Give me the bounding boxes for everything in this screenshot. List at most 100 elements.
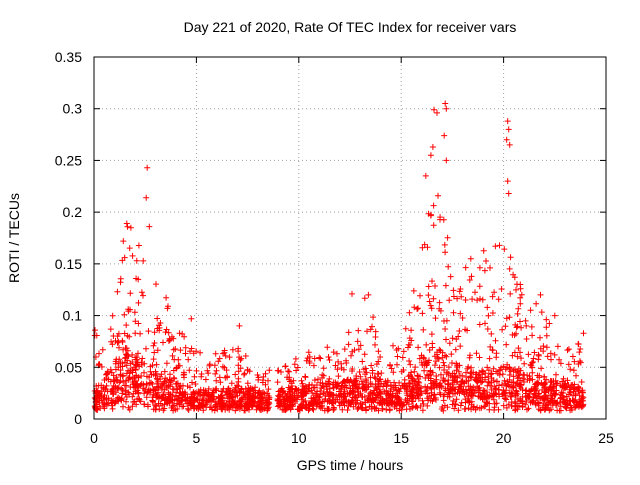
data-point [186, 367, 193, 374]
data-point [505, 126, 512, 133]
data-point [535, 351, 542, 358]
data-point [487, 343, 494, 350]
data-point [552, 377, 559, 384]
data-point [320, 365, 327, 372]
data-point [476, 405, 483, 412]
data-point [325, 354, 332, 360]
data-point [498, 364, 505, 371]
data-point [546, 407, 553, 414]
data-point [163, 360, 170, 367]
data-point [161, 386, 168, 393]
data-point [164, 305, 171, 312]
data-point [517, 294, 524, 301]
data-point [158, 395, 165, 402]
data-point [343, 384, 350, 391]
data-point [280, 387, 287, 394]
data-point [516, 374, 522, 381]
data-point [170, 402, 177, 409]
data-point [182, 350, 189, 357]
data-point [471, 390, 477, 397]
data-point [398, 368, 405, 375]
data-point [167, 379, 174, 386]
y-tick-label: 0.35 [55, 49, 82, 65]
data-point [503, 396, 510, 403]
data-point [160, 339, 166, 346]
data-point [332, 362, 339, 369]
data-point [126, 333, 133, 340]
data-point [369, 323, 375, 330]
data-point [535, 406, 542, 413]
data-point [387, 382, 394, 388]
data-point [346, 400, 353, 407]
data-point [536, 372, 543, 379]
data-point [514, 353, 521, 360]
data-point [538, 309, 545, 316]
data-point [150, 342, 157, 349]
data-point [476, 374, 483, 381]
y-tick-label: 0.25 [55, 152, 82, 168]
data-point [150, 356, 157, 363]
data-point [314, 393, 321, 400]
data-point [442, 249, 449, 256]
data-point [216, 355, 223, 362]
data-point [510, 367, 517, 374]
data-point [464, 390, 470, 397]
data-point [506, 376, 513, 383]
data-point [355, 404, 362, 411]
data-point [525, 405, 532, 412]
data-point [341, 378, 348, 385]
data-point [235, 375, 242, 382]
data-point [465, 377, 472, 384]
data-point [419, 407, 426, 414]
data-point [114, 339, 121, 346]
data-point [133, 257, 140, 264]
data-point [98, 393, 105, 400]
data-point [386, 406, 393, 413]
data-point [511, 332, 518, 339]
data-point [503, 315, 510, 322]
data-point [457, 343, 464, 350]
chart-title: Day 221 of 2020, Rate Of TEC Index for r… [184, 19, 517, 35]
data-point [466, 277, 473, 283]
data-point [455, 407, 462, 414]
data-point [569, 353, 576, 360]
data-point [144, 164, 151, 171]
data-point [303, 357, 310, 364]
data-point [251, 400, 258, 407]
data-point [395, 345, 402, 352]
data-point [160, 391, 167, 398]
data-point [517, 385, 524, 392]
data-point [449, 335, 456, 342]
data-point [225, 386, 231, 393]
data-point [428, 305, 435, 312]
data-point [503, 341, 510, 348]
data-point [114, 395, 121, 402]
data-point [282, 406, 288, 413]
data-point [213, 367, 220, 374]
data-point [185, 356, 192, 363]
data-point [361, 295, 368, 302]
data-point [536, 399, 542, 406]
data-point [154, 376, 161, 383]
data-point [564, 347, 571, 354]
data-point [451, 377, 458, 384]
data-point [172, 380, 179, 387]
data-point [439, 404, 446, 410]
data-point [143, 345, 149, 352]
data-point [127, 224, 134, 231]
data-point [373, 361, 380, 368]
data-point [192, 381, 199, 387]
data-point [444, 234, 451, 241]
data-point [372, 341, 378, 348]
data-point [424, 244, 431, 251]
data-point [454, 389, 461, 396]
data-point [553, 400, 560, 407]
data-point [442, 100, 449, 107]
data-point [495, 296, 502, 303]
data-point [473, 350, 480, 357]
data-point [574, 401, 581, 407]
data-point [195, 390, 202, 397]
data-point [564, 377, 571, 384]
data-point [359, 381, 366, 388]
data-point [132, 330, 139, 337]
